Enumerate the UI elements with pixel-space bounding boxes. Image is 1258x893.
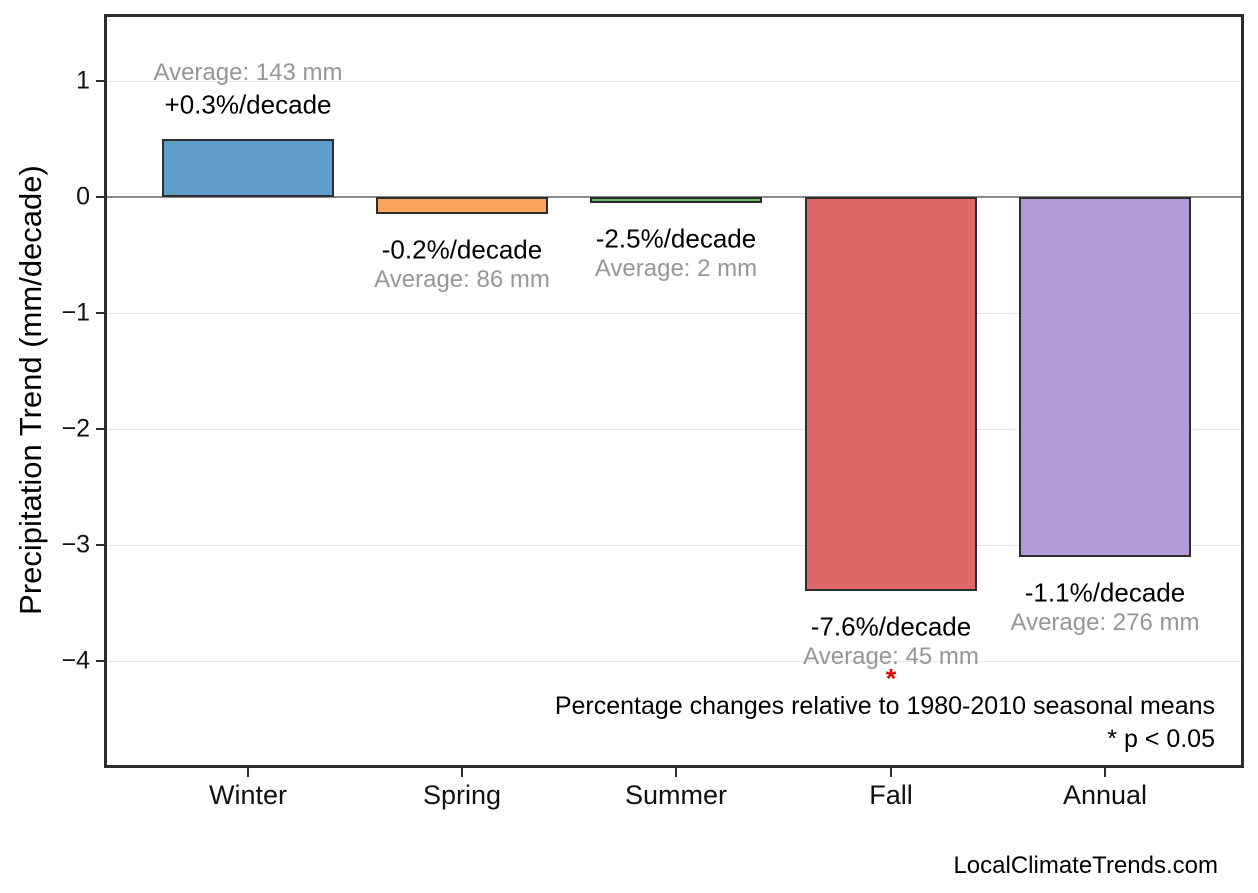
footnote-line-2: * p < 0.05 — [1107, 725, 1215, 753]
y-tick-mark — [96, 660, 107, 662]
y-tick-label: 1 — [76, 66, 90, 95]
pct-change-label-fall: -7.6%/decade — [810, 611, 972, 642]
x-tick-label-fall: Fall — [869, 780, 913, 810]
y-tick-label: −2 — [61, 414, 90, 443]
watermark: LocalClimateTrends.com — [953, 852, 1218, 879]
significance-asterisk: * — [885, 663, 897, 694]
bar-annual — [1019, 197, 1191, 557]
x-tick-mark — [675, 768, 677, 777]
x-tick-label-spring: Spring — [422, 780, 502, 810]
gridline-y--4 — [107, 661, 1241, 662]
gridline-y--2 — [107, 429, 1241, 430]
y-tick-label: −3 — [61, 530, 90, 559]
average-label-annual: Average: 276 mm — [1010, 608, 1200, 636]
y-tick-mark — [96, 196, 107, 198]
x-tick-mark — [1104, 768, 1106, 777]
y-tick-mark — [96, 312, 107, 314]
y-tick-mark — [96, 428, 107, 430]
bar-fall — [805, 197, 977, 592]
x-tick-mark — [461, 768, 463, 777]
y-tick-label: −1 — [61, 298, 90, 327]
y-tick-mark — [96, 544, 107, 546]
gridline-y-1 — [107, 81, 1241, 82]
pct-change-label-annual: -1.1%/decade — [1024, 577, 1186, 608]
y-tick-label: −4 — [61, 646, 90, 675]
average-label-winter: Average: 143 mm — [153, 59, 343, 86]
average-label-summer: Average: 2 mm — [594, 254, 758, 282]
x-tick-label-annual: Annual — [1062, 780, 1148, 810]
pct-change-label-spring: -0.2%/decade — [381, 234, 543, 265]
gridline-y--1 — [107, 313, 1241, 314]
bar-winter — [162, 139, 334, 197]
footnote: Percentage changes relative to 1980-2010… — [555, 690, 1215, 756]
pct-change-label-summer: -2.5%/decade — [595, 223, 757, 254]
gridline-y--3 — [107, 545, 1241, 546]
y-tick-mark — [96, 80, 107, 82]
average-label-spring: Average: 86 mm — [374, 266, 550, 294]
bar-spring — [376, 197, 548, 215]
footnote-line-1: Percentage changes relative to 1980-2010… — [554, 692, 1215, 720]
x-tick-mark — [890, 768, 892, 777]
x-tick-label-winter: Winter — [208, 780, 288, 810]
bar-summer — [590, 197, 762, 203]
x-tick-mark — [247, 768, 249, 777]
average-label-fall: Average: 45 mm — [803, 643, 979, 671]
x-tick-label-summer: Summer — [624, 780, 728, 810]
pct-change-label-winter: +0.3%/decade — [164, 89, 332, 120]
y-tick-label: 0 — [76, 182, 90, 211]
